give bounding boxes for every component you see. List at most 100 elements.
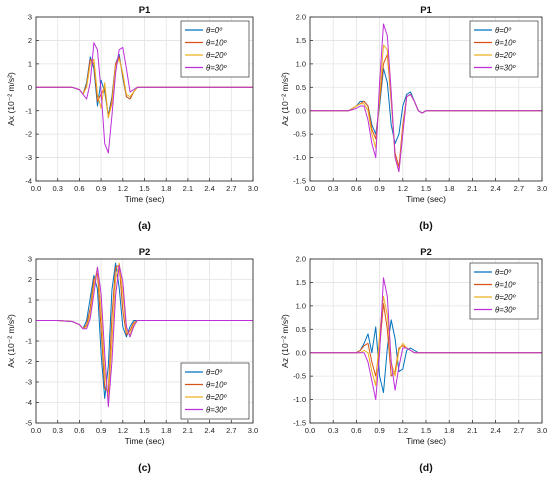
chart-title: P2 [420, 247, 432, 258]
legend-label-2: θ=20º [495, 293, 516, 302]
y-tick-label: 1.5 [296, 36, 306, 45]
x-tick-label: 2.7 [226, 184, 236, 193]
y-tick-label: 1.0 [296, 59, 306, 68]
x-tick-label: 0.6 [351, 184, 361, 193]
y-tick-label: 0.0 [296, 106, 306, 115]
y-tick-label: -4 [25, 398, 32, 407]
y-tick-label: -4 [25, 177, 32, 186]
legend-label-3: θ=30º [206, 406, 227, 415]
y-tick-label: -1.0 [293, 395, 306, 404]
y-tick-label: 2.0 [296, 255, 306, 264]
chart-panel-0: 0.0 0.3 0.6 0.9 1.2 1.5 1.8 2.1 2.4 2.7 3.0 -4 -3 -2 -… [6, 5, 258, 204]
y-tick-label: -1 [25, 106, 32, 115]
x-tick-label: 2.4 [490, 426, 500, 435]
legend-label-3: θ=30º [495, 306, 516, 315]
y-tick-label: 1 [28, 296, 32, 305]
y-tick-label: -1.0 [293, 153, 306, 162]
y-axis-label: Az (10⁻² m/s²) [280, 72, 290, 126]
x-tick-label: 0.6 [351, 426, 361, 435]
x-tick-label: 2.4 [204, 184, 214, 193]
y-tick-label: -0.5 [293, 130, 306, 139]
x-tick-label: 3.0 [537, 426, 547, 435]
x-tick-label: 0.6 [74, 184, 84, 193]
y-tick-label: -1 [25, 337, 32, 346]
y-tick-label: 1.0 [296, 301, 306, 310]
x-tick-label: 0.0 [305, 426, 315, 435]
y-tick-label: 1.5 [296, 278, 306, 287]
x-tick-label: 2.7 [514, 426, 524, 435]
y-tick-label: -3 [25, 378, 32, 387]
y-tick-label: -2 [25, 357, 32, 366]
x-tick-label: 2.7 [226, 426, 236, 435]
legend-label-3: θ=30º [495, 64, 516, 73]
x-tick-label: 2.7 [514, 184, 524, 193]
y-tick-label: 1 [28, 59, 32, 68]
y-tick-label: 0 [28, 316, 32, 325]
chart-title: P1 [420, 5, 432, 16]
series-line-3 [310, 277, 542, 401]
y-tick-label: -5 [25, 419, 32, 428]
series-line-3 [310, 23, 542, 173]
legend-label-0: θ=0º [495, 268, 512, 277]
x-tick-label: 0.9 [96, 426, 106, 435]
legend-label-2: θ=20º [495, 51, 516, 60]
y-tick-label: -0.5 [293, 372, 306, 381]
x-tick-label: 1.8 [444, 184, 454, 193]
y-tick-label: -2 [25, 130, 32, 139]
axes-box [309, 258, 543, 424]
series-line-3 [36, 42, 253, 154]
legend-label-2: θ=20º [206, 51, 227, 60]
chart-title: P2 [139, 247, 151, 258]
x-tick-label: 1.5 [421, 184, 431, 193]
x-tick-label: 0.0 [31, 426, 41, 435]
x-axis-label: Time (sec) [125, 194, 165, 204]
x-tick-label: 2.1 [183, 426, 193, 435]
legend: θ=0º θ=10º θ=20º θ=30º [180, 362, 250, 420]
y-tick-label: -1.5 [293, 419, 306, 428]
x-tick-label: 2.4 [490, 184, 500, 193]
x-tick-label: 1.2 [398, 184, 408, 193]
legend-label-1: θ=10º [206, 381, 227, 390]
legend-label-0: θ=0º [206, 26, 223, 35]
x-tick-label: 0.9 [374, 184, 384, 193]
x-tick-label: 0.3 [52, 426, 62, 435]
x-tick-label: 1.5 [139, 426, 149, 435]
x-tick-label: 2.1 [183, 184, 193, 193]
x-tick-label: 3.0 [537, 184, 547, 193]
y-axis-label: Az (10⁻² m/s²) [280, 314, 290, 368]
legend-label-3: θ=30º [206, 64, 227, 73]
axes-box [35, 258, 254, 424]
x-tick-label: 1.2 [118, 426, 128, 435]
x-tick-label: 2.4 [204, 426, 214, 435]
y-tick-label: 0.5 [296, 325, 306, 334]
x-tick-label: 0.0 [31, 184, 41, 193]
panel-caption: (a) [138, 220, 151, 232]
legend-label-2: θ=20º [206, 393, 227, 402]
chart-title: P1 [139, 5, 151, 16]
y-tick-label: 3 [28, 255, 32, 264]
legend-label-1: θ=10º [495, 281, 516, 290]
panel-caption: (c) [138, 462, 151, 474]
legend-label-0: θ=0º [495, 26, 512, 35]
chart-panel-1: 0.0 0.3 0.6 0.9 1.2 1.5 1.8 2.1 2.4 2.7 3.0 -1.5 -1.… [280, 5, 547, 204]
legend-label-1: θ=10º [206, 39, 227, 48]
x-tick-label: 3.0 [248, 184, 258, 193]
x-tick-label: 1.5 [421, 426, 431, 435]
x-tick-label: 0.3 [328, 426, 338, 435]
y-tick-label: -1.5 [293, 177, 306, 186]
y-axis-label: Ax (10⁻² m/s²) [6, 72, 16, 126]
legend: θ=0º θ=10º θ=20º θ=30º [469, 20, 539, 78]
y-tick-label: 2.0 [296, 13, 306, 22]
axes-box [309, 16, 543, 182]
chart-panel-3: 0.0 0.3 0.6 0.9 1.2 1.5 1.8 2.1 2.4 2.7 3.0 -1.5 -1.… [280, 247, 547, 446]
x-axis-label: Time (sec) [406, 436, 446, 446]
x-tick-label: 1.8 [161, 184, 171, 193]
series-line-3 [36, 264, 253, 408]
x-tick-label: 1.2 [398, 426, 408, 435]
legend-label-1: θ=10º [495, 39, 516, 48]
legend: θ=0º θ=10º θ=20º θ=30º [180, 20, 250, 78]
x-tick-label: 1.8 [444, 426, 454, 435]
x-tick-label: 0.6 [74, 426, 84, 435]
y-tick-label: 2 [28, 36, 32, 45]
